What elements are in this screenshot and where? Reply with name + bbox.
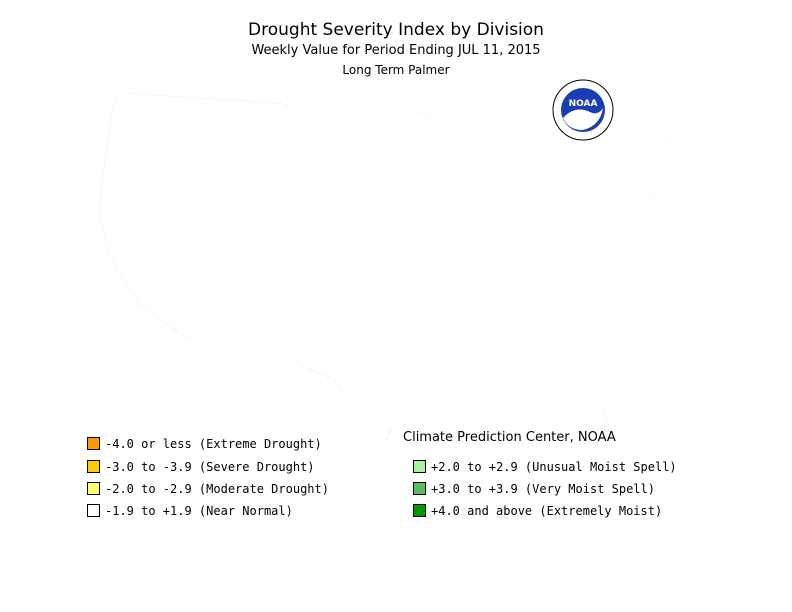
legend-swatch	[413, 460, 426, 473]
noaa-logo-text: NOAA	[569, 99, 598, 109]
legend-label: -3.0 to -3.9 (Severe Drought)	[105, 460, 315, 474]
legend-label: -2.0 to -2.9 (Moderate Drought)	[105, 482, 329, 496]
noaa-logo: NOAA	[552, 79, 614, 141]
legend-swatch	[87, 437, 100, 450]
index-type-label: Long Term Palmer	[342, 63, 450, 77]
map-title: Drought Severity Index by Division	[248, 20, 544, 40]
legend-label: -1.9 to +1.9 (Near Normal)	[105, 504, 293, 518]
legend-swatch	[413, 482, 426, 495]
legend-label: +2.0 to +2.9 (Unusual Moist Spell)	[431, 460, 677, 474]
legend-label: -4.0 or less (Extreme Drought)	[105, 437, 322, 451]
legend-swatch	[87, 482, 100, 495]
legend-swatch	[87, 504, 100, 517]
legend-swatch	[413, 504, 426, 517]
legend-label: +3.0 to +3.9 (Very Moist Spell)	[431, 482, 655, 496]
credit-label: Climate Prediction Center, NOAA	[403, 430, 616, 445]
legend-swatch	[87, 460, 100, 473]
legend-label: +4.0 and above (Extremely Moist)	[431, 504, 663, 518]
map-subtitle: Weekly Value for Period Ending JUL 11, 2…	[251, 43, 541, 58]
